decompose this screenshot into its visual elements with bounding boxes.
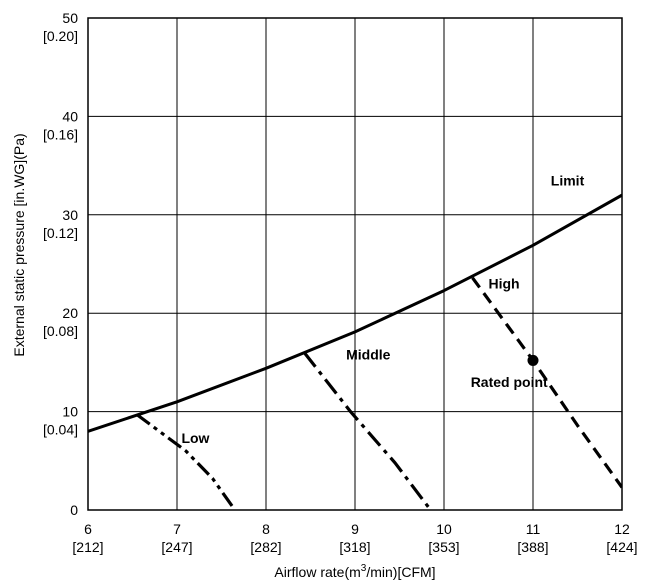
series-high-line	[471, 276, 622, 489]
y-tick-label: 20	[62, 305, 78, 321]
x-tick-label: 10	[436, 521, 452, 537]
plot-frame	[87, 17, 623, 511]
x-tick-label: 12	[614, 521, 630, 537]
y-tick-label: 50	[62, 10, 78, 26]
x-tick-label: 8	[262, 521, 270, 537]
annotation-middle: Middle	[346, 346, 391, 362]
y-tick-sublabel: [0.04]	[43, 422, 78, 438]
y-tick-sublabel: [0.12]	[43, 225, 78, 241]
x-tick-labels: 6 [212] 7 [247] 8 [282] 9 [318] 10 [353] 11 [388] 12…	[72, 521, 637, 555]
annotation-high: High	[489, 276, 520, 292]
y-tick-label: 10	[62, 404, 78, 420]
y-tick-label: 40	[62, 108, 78, 124]
series-limit-line	[88, 193, 622, 433]
series-middle-line	[303, 351, 432, 510]
x-tick-sublabel: [318]	[339, 539, 370, 555]
annotation-rated-point: Rated point	[471, 374, 548, 390]
rated-point-marker	[527, 354, 539, 366]
y-axis-title: External static pressure [in.WG](Pa)	[11, 133, 27, 356]
annotation-low: Low	[181, 430, 209, 446]
series-low-line	[135, 413, 237, 510]
y-tick-sublabel: [0.20]	[43, 28, 78, 44]
x-tick-label: 11	[526, 521, 541, 537]
x-tick-sublabel: [247]	[161, 539, 192, 555]
x-tick-label: 6	[84, 521, 92, 537]
x-axis-title: Airflow rate(m3/min)[CFM]	[274, 563, 435, 580]
y-tick-label: 0	[70, 502, 78, 518]
x-tick-label: 7	[173, 521, 181, 537]
y-tick-sublabel: [0.16]	[43, 126, 78, 142]
x-tick-sublabel: [388]	[517, 539, 548, 555]
y-tick-label: 30	[62, 207, 78, 223]
y-tick-labels: 0 10 [0.04] 20 [0.08] 30 [0.12] 40 [0.16] 50 [0.20…	[43, 10, 78, 518]
x-tick-sublabel: [424]	[606, 539, 637, 555]
x-tick-sublabel: [353]	[428, 539, 459, 555]
series-lines	[88, 193, 622, 510]
grid-lines	[87, 17, 623, 511]
annotation-limit: Limit	[551, 172, 585, 188]
x-tick-sublabel: [212]	[72, 539, 103, 555]
x-tick-label: 9	[351, 521, 359, 537]
x-tick-sublabel: [282]	[250, 539, 281, 555]
y-tick-sublabel: [0.08]	[43, 323, 78, 339]
annotations: Limit High Middle Rated point Low	[181, 172, 584, 446]
